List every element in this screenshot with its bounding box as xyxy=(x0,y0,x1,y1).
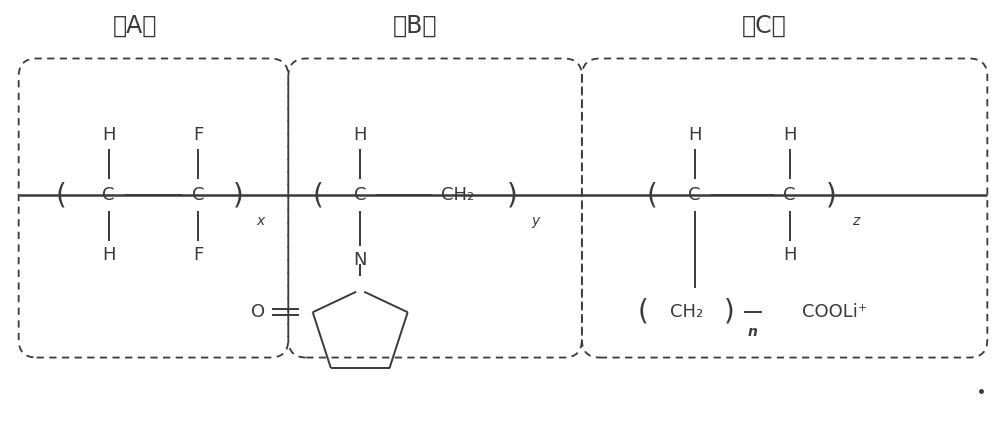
Text: C: C xyxy=(783,186,796,204)
Text: ): ) xyxy=(507,181,517,209)
Text: (: ( xyxy=(55,181,66,209)
Text: CH₂: CH₂ xyxy=(670,303,703,321)
Text: （A）: （A） xyxy=(113,14,158,37)
Text: C: C xyxy=(192,186,205,204)
Text: （C）: （C） xyxy=(742,14,787,37)
Text: CH₂: CH₂ xyxy=(441,186,475,204)
Text: H: H xyxy=(102,126,115,144)
Text: (: ( xyxy=(637,298,648,326)
Text: n: n xyxy=(748,325,758,338)
Text: C: C xyxy=(354,186,366,204)
Text: O: O xyxy=(251,303,265,321)
Text: H: H xyxy=(783,126,796,144)
Text: H: H xyxy=(783,246,796,264)
Text: z: z xyxy=(852,214,859,228)
Text: （B）: （B） xyxy=(393,14,437,37)
Text: ): ) xyxy=(826,181,837,209)
Text: C: C xyxy=(102,186,115,204)
Text: y: y xyxy=(532,214,540,228)
Text: (: ( xyxy=(646,181,657,209)
Text: C: C xyxy=(688,186,701,204)
Text: H: H xyxy=(102,246,115,264)
Text: (: ( xyxy=(313,181,324,209)
Text: ): ) xyxy=(233,181,244,209)
Text: N: N xyxy=(353,251,367,269)
Text: ): ) xyxy=(724,298,735,326)
Text: H: H xyxy=(688,126,701,144)
Text: x: x xyxy=(256,214,264,228)
Text: H: H xyxy=(353,126,367,144)
Text: F: F xyxy=(193,246,204,264)
Text: F: F xyxy=(193,126,204,144)
Text: COOLi⁺: COOLi⁺ xyxy=(802,303,867,321)
